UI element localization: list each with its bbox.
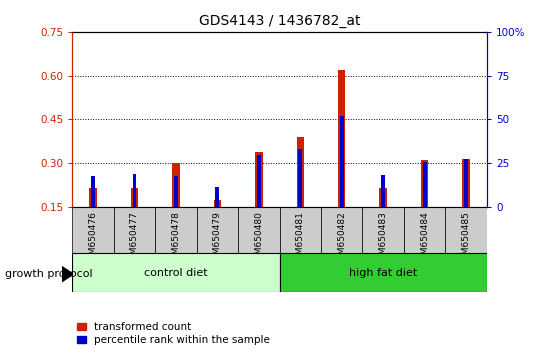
Title: GDS4143 / 1436782_at: GDS4143 / 1436782_at [199, 14, 360, 28]
Bar [155, 207, 197, 253]
Bar [299, 149, 302, 207]
Bar [423, 162, 426, 207]
Bar [72, 207, 114, 253]
Text: GSM650476: GSM650476 [88, 211, 97, 266]
Bar [213, 200, 221, 207]
Bar [133, 173, 136, 207]
Polygon shape [62, 266, 73, 282]
Bar [255, 152, 263, 207]
Bar [363, 207, 404, 253]
Text: GSM650484: GSM650484 [420, 211, 429, 266]
Bar [446, 207, 487, 253]
Legend: transformed count, percentile rank within the sample: transformed count, percentile rank withi… [78, 322, 270, 345]
Bar [114, 207, 155, 253]
Text: GSM650485: GSM650485 [462, 211, 471, 266]
Bar [131, 188, 138, 207]
Text: GSM650479: GSM650479 [213, 211, 222, 266]
Bar [89, 188, 97, 207]
Bar [174, 176, 178, 207]
Bar [338, 70, 346, 207]
Bar [216, 187, 219, 207]
Bar [238, 207, 280, 253]
Text: GSM650482: GSM650482 [337, 211, 346, 266]
Bar [404, 207, 446, 253]
Text: high fat diet: high fat diet [349, 268, 417, 278]
Bar [197, 207, 238, 253]
Text: control diet: control diet [144, 268, 208, 278]
Bar [280, 253, 487, 292]
Bar [72, 253, 280, 292]
Bar [381, 175, 385, 207]
Text: GSM650483: GSM650483 [379, 211, 388, 266]
Bar [172, 163, 180, 207]
Bar [296, 137, 304, 207]
Bar [280, 207, 321, 253]
Bar [379, 188, 387, 207]
Text: GSM650480: GSM650480 [254, 211, 263, 266]
Text: GSM650477: GSM650477 [130, 211, 139, 266]
Bar [464, 159, 468, 207]
Bar [91, 176, 95, 207]
Bar [321, 207, 363, 253]
Bar [257, 155, 261, 207]
Text: growth protocol: growth protocol [5, 269, 93, 279]
Text: GSM650481: GSM650481 [296, 211, 305, 266]
Bar [340, 116, 343, 207]
Bar [462, 159, 470, 207]
Text: GSM650478: GSM650478 [171, 211, 180, 266]
Bar [421, 160, 429, 207]
